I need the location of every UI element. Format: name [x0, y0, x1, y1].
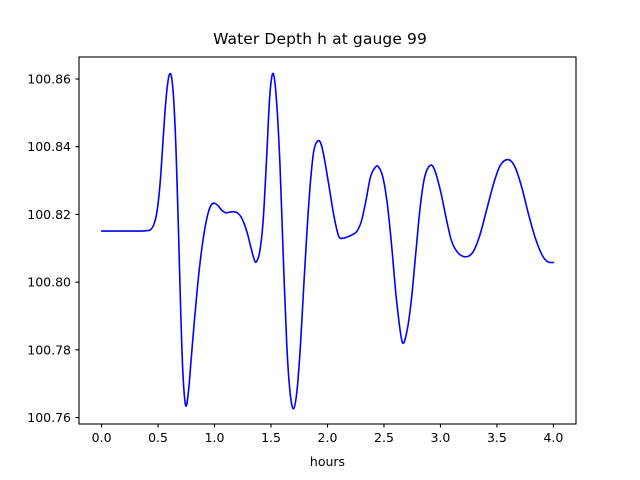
y-axis-ticks: 100.76 100.78 100.80 100.82 100.84 100.86 [27, 72, 79, 425]
y-tick-label: 100.82 [27, 207, 71, 222]
axes-frame [78, 56, 577, 425]
x-tick-label: 0.5 [148, 430, 168, 445]
data-series-group [100, 72, 555, 410]
x-axis-label: hours [310, 454, 345, 469]
y-tick-label: 100.86 [27, 72, 71, 87]
axes-group [78, 56, 577, 425]
x-tick-label: 2.5 [374, 430, 394, 445]
y-tick-label: 100.76 [27, 410, 71, 425]
x-tick-label: 1.0 [205, 430, 225, 445]
x-tick-label: 3.5 [487, 430, 507, 445]
y-tick-label: 100.84 [27, 139, 71, 154]
x-tick-label: 0.0 [92, 430, 112, 445]
x-tick-label: 4.0 [543, 430, 563, 445]
series-line-h [100, 72, 555, 410]
x-tick-label: 2.0 [318, 430, 338, 445]
x-tick-label: 3.0 [431, 430, 451, 445]
x-axis-ticks: 0.0 0.5 1.0 1.5 2.0 2.5 3.0 3.5 4.0 [92, 424, 563, 445]
y-tick-label: 100.78 [27, 342, 71, 357]
x-tick-label: 1.5 [261, 430, 281, 445]
chart-title: Water Depth h at gauge 99 [213, 30, 427, 48]
y-tick-label: 100.80 [27, 275, 71, 290]
